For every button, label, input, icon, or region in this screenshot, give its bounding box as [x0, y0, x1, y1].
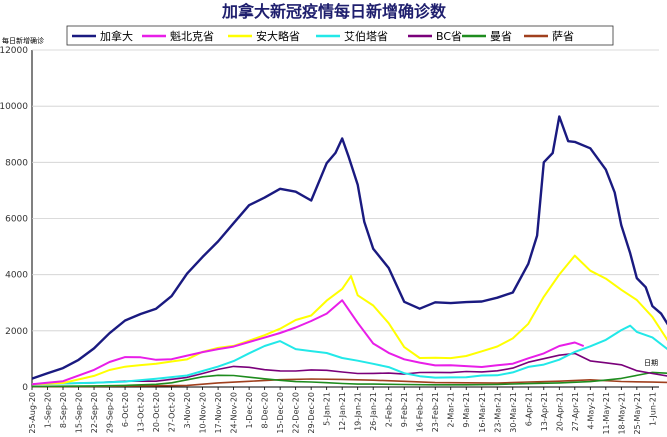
x-tick-label: 25-May-21: [633, 392, 642, 435]
x-tick-label: 23-Feb-21: [431, 392, 440, 432]
legend-label: 安大略省: [256, 29, 300, 43]
series-line-4: [31, 352, 667, 385]
series-line-1: [31, 299, 585, 386]
x-tick-label: 16-Mar-21: [478, 392, 487, 433]
series-line-3: [31, 324, 667, 386]
x-tick-label: 2-Mar-21: [447, 392, 456, 428]
legend-label: 萨省: [552, 30, 574, 43]
x-tick-label: 9-Mar-21: [462, 392, 471, 428]
legend-label: 曼省: [490, 30, 512, 43]
x-tick-label: 27-Oct-20: [168, 392, 177, 432]
x-tick-label: 30-Mar-21: [509, 392, 518, 433]
legend-label: 艾伯塔省: [344, 29, 388, 43]
y-axis: 0 2000 4000 6000 8000 10000 12000: [0, 46, 28, 393]
legend-label: 加拿大: [100, 29, 133, 43]
x-tick-label: 15-Dec-20: [276, 392, 285, 434]
x-tick-label: 4-May-21: [586, 392, 595, 429]
x-tick-label: 3-Nov-20: [183, 392, 192, 428]
x-tick-label: 18-May-21: [617, 392, 626, 435]
x-tick-label: 1-Dec-20: [245, 392, 254, 429]
plot-area: [31, 115, 667, 388]
y-tick-label: 0: [22, 383, 28, 393]
legend-label: 魁北克省: [170, 29, 214, 43]
x-tick-label: 23-Mar-21: [493, 392, 502, 433]
x-tick-label: 9-Feb-21: [400, 392, 409, 427]
x-tick-label: 8-Dec-20: [261, 392, 270, 429]
x-tick-label: 22-Dec-20: [292, 392, 301, 434]
x-tick-label: 27-Apr-21: [571, 392, 580, 431]
x-tick-label: 1-Sep-20: [44, 392, 53, 428]
x-tick-label: 5-Jan-21: [323, 392, 332, 426]
x-tick-label: 25-Aug-20: [28, 392, 37, 434]
x-tick-label: 10-Nov-20: [199, 392, 208, 434]
grid: [31, 49, 659, 388]
x-tick-label: 19-Jan-21: [354, 392, 363, 431]
series-line-5: [31, 371, 667, 388]
series-line-2: [31, 254, 667, 386]
chart-title: 加拿大新冠疫情每日新增确诊数: [221, 2, 447, 21]
x-tick-label: 8-Sep-20: [59, 392, 68, 428]
x-tick-label: 6-Apr-21: [524, 392, 533, 426]
legend-label: BC省: [436, 30, 462, 43]
x-tick-label: 1-Jun-21: [648, 392, 657, 426]
y-tick-label: 10000: [0, 102, 28, 112]
x-tick-label: 16-Feb-21: [416, 392, 425, 432]
x-tick-label: 29-Dec-20: [307, 392, 316, 434]
series-line-0: [31, 115, 667, 380]
x-tick-label: 2-Feb-21: [385, 392, 394, 427]
x-axis: 25-Aug-20 1-Sep-20 8-Sep-20 15-Sep-20 22-Sep…: [28, 387, 657, 435]
y-tick-label: 2000: [5, 327, 28, 337]
y-tick-label: 12000: [0, 46, 28, 56]
y-tick-label: 4000: [5, 271, 28, 281]
x-tick-label: 13-Apr-21: [540, 392, 549, 431]
x-tick-label: 11-May-21: [602, 392, 611, 435]
x-tick-label: 26-Jan-21: [369, 392, 378, 431]
y-axis-label: 每日新增确诊: [2, 36, 44, 45]
x-tick-label: 13-Oct-20: [137, 392, 146, 432]
x-tick-label: 20-Apr-21: [555, 392, 564, 431]
x-tick-label: 17-Nov-20: [214, 392, 223, 434]
legend: 加拿大 魁北克省 安大略省 艾伯塔省 BC省 曼省 萨省: [66, 25, 614, 46]
y-tick-label: 6000: [5, 215, 28, 225]
x-tick-label: 24-Nov-20: [230, 392, 239, 434]
x-tick-label: 12-Jan-21: [338, 392, 347, 431]
x-tick-label: 22-Sep-20: [90, 392, 99, 433]
x-tick-label: 20-Oct-20: [152, 392, 161, 432]
x-tick-label: 6-Oct-20: [121, 392, 130, 427]
x-tick-label: 15-Sep-20: [75, 392, 84, 433]
y-tick-label: 8000: [5, 158, 28, 168]
x-tick-label: 29-Sep-20: [106, 392, 115, 433]
x-axis-unit: 日期: [644, 359, 658, 367]
